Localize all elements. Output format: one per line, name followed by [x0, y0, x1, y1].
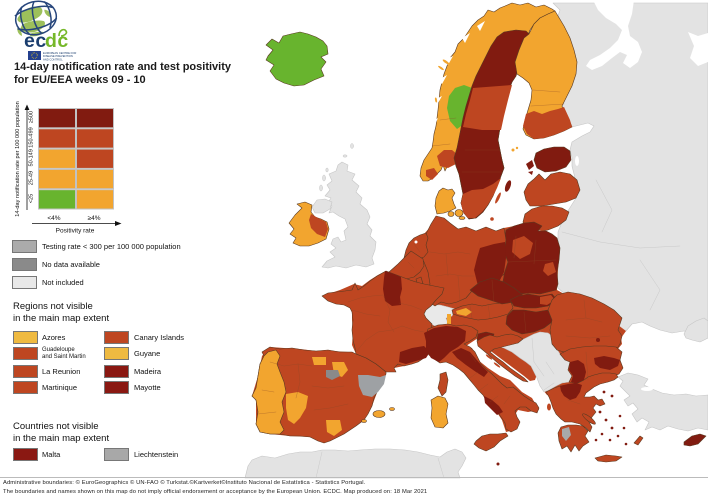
svg-text:dc: dc: [45, 30, 69, 52]
svg-text:ec: ec: [24, 30, 47, 52]
svg-text:AND CONTROL: AND CONTROL: [43, 57, 63, 61]
svg-text:150-499: 150-499: [29, 127, 35, 148]
svg-text:≥500: ≥500: [29, 111, 35, 123]
svg-text:EUROPEAN CENTRE FOR: EUROPEAN CENTRE FOR: [43, 51, 76, 55]
svg-text:25-49: 25-49: [29, 171, 35, 185]
svg-text:≥4%: ≥4%: [88, 215, 101, 222]
svg-text:14-day notification rate per 1: 14-day notification rate per 100 000 pop…: [15, 101, 21, 216]
svg-text:Positivity rate: Positivity rate: [56, 228, 95, 235]
svg-text:<25: <25: [29, 194, 35, 204]
svg-text:50-149: 50-149: [29, 149, 35, 166]
svg-text:DISEASE PREVENTION: DISEASE PREVENTION: [43, 54, 73, 58]
svg-text:<4%: <4%: [47, 215, 60, 222]
